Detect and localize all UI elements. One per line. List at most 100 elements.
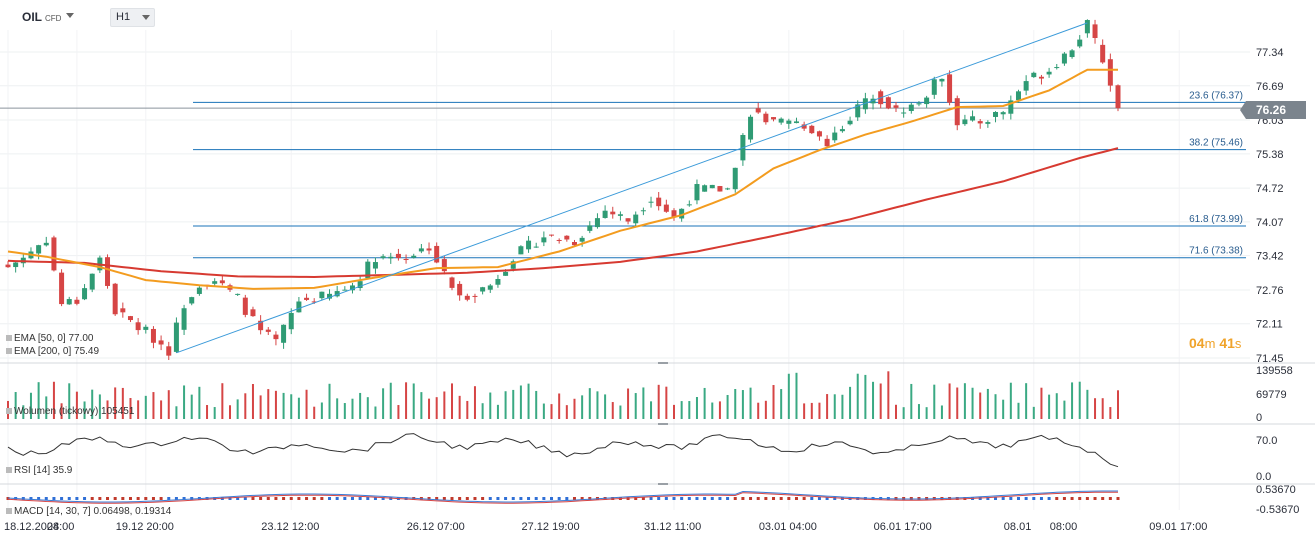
candle-body bbox=[36, 245, 42, 254]
macd-histogram-bar bbox=[442, 497, 446, 500]
volume-bar bbox=[420, 392, 423, 419]
macd-signal-line bbox=[7, 491, 1118, 504]
volume-bar bbox=[948, 383, 951, 419]
volume-bar bbox=[14, 392, 17, 419]
volume-bar bbox=[1055, 393, 1058, 419]
macd-histogram-bar bbox=[121, 497, 125, 500]
volume-bar bbox=[665, 386, 668, 419]
candle-body bbox=[510, 261, 516, 269]
macd-histogram-bar bbox=[136, 497, 140, 500]
volume-bar bbox=[826, 394, 829, 419]
candle-body bbox=[748, 116, 754, 140]
candle-body bbox=[5, 264, 11, 268]
volume-bar bbox=[895, 404, 897, 419]
macd-histogram-bar bbox=[527, 497, 531, 500]
volume-bar bbox=[565, 405, 568, 419]
ema200-legend[interactable]: EMA [200, 0] 75.49 bbox=[6, 346, 99, 357]
candle-body bbox=[273, 334, 279, 340]
candle-body bbox=[1023, 81, 1029, 91]
legend-settings-icon[interactable] bbox=[6, 467, 12, 474]
macd-histogram-bar bbox=[60, 497, 64, 500]
candle-body bbox=[571, 242, 577, 246]
candle-body bbox=[885, 97, 891, 109]
volume-bar bbox=[229, 405, 231, 419]
timeframe-chevron-down-icon bbox=[142, 15, 150, 20]
candle-body bbox=[135, 322, 141, 331]
macd-legend[interactable]: MACD [14, 30, 7] 0.06498, 0.19314 bbox=[6, 506, 171, 517]
volume-tick-label: 139558 bbox=[1256, 365, 1293, 377]
candle-body bbox=[633, 214, 639, 224]
candlestick-series bbox=[5, 19, 1121, 360]
volume-bar bbox=[764, 400, 767, 419]
symbol-selector[interactable]: OIL CFD bbox=[22, 10, 61, 24]
volume-bar bbox=[83, 401, 86, 419]
volume-bar bbox=[190, 394, 193, 419]
time-tick-label: 08.01 bbox=[1004, 521, 1032, 533]
macd-histogram-bar bbox=[312, 497, 316, 500]
volume-bar bbox=[152, 392, 155, 419]
candle-body bbox=[594, 218, 600, 228]
legend-settings-icon[interactable] bbox=[6, 508, 12, 515]
macd-histogram-bar bbox=[649, 497, 653, 500]
candle-body bbox=[717, 186, 723, 192]
candle-body bbox=[809, 125, 815, 134]
macd-label: MACD [14, 30, 7] 0.06498, 0.19314 bbox=[14, 506, 172, 517]
candle-body bbox=[962, 119, 968, 125]
ema50-legend[interactable]: EMA [50, 0] 77.00 bbox=[6, 333, 94, 344]
volume-bar bbox=[397, 405, 400, 419]
volume-bar bbox=[489, 392, 492, 419]
macd-histogram-bar bbox=[802, 497, 806, 500]
candle-body bbox=[288, 312, 294, 330]
volume-bar bbox=[183, 385, 186, 419]
candle-body bbox=[855, 104, 861, 118]
volume-legend[interactable]: Wolumen (tickowy) 105451 bbox=[6, 406, 134, 417]
rsi-tick-label: 0.0 bbox=[1256, 471, 1271, 483]
candle-body bbox=[66, 299, 72, 305]
macd-histogram-bar bbox=[687, 497, 691, 500]
symbol-chevron-down-icon[interactable] bbox=[66, 13, 74, 18]
macd-histogram-bar bbox=[588, 497, 592, 500]
volume-bar bbox=[1101, 398, 1104, 419]
candle-body bbox=[786, 120, 792, 124]
candle-body bbox=[1061, 53, 1067, 64]
volume-bar bbox=[29, 392, 32, 419]
volume-bar bbox=[343, 403, 346, 419]
candle-body bbox=[939, 78, 945, 82]
volume-bar bbox=[22, 405, 25, 419]
macd-histogram-bar bbox=[511, 497, 515, 500]
rsi-legend[interactable]: RSI [14] 35.9 bbox=[6, 465, 72, 476]
candle-body bbox=[158, 340, 164, 345]
volume-bar bbox=[52, 381, 55, 419]
macd-histogram-bar bbox=[572, 497, 576, 500]
macd-histogram-bar bbox=[266, 497, 270, 500]
timeframe-selector[interactable]: H1 bbox=[110, 8, 155, 27]
volume-bar bbox=[198, 386, 201, 419]
candle-body bbox=[441, 259, 447, 272]
candle-body bbox=[663, 204, 669, 212]
price-tick-label: 72.11 bbox=[1256, 319, 1283, 331]
time-tick-label: 06.01 17:00 bbox=[874, 521, 932, 533]
candle-body bbox=[212, 281, 218, 284]
candle-body bbox=[1038, 76, 1044, 79]
volume-bar bbox=[389, 382, 392, 419]
price-tick-label: 74.07 bbox=[1256, 217, 1284, 229]
candle-body bbox=[13, 262, 19, 268]
legend-settings-icon[interactable] bbox=[6, 348, 12, 355]
volume-bar bbox=[374, 406, 377, 419]
macd-histogram-bar bbox=[504, 497, 508, 500]
candle-body bbox=[1107, 59, 1113, 86]
volume-bar bbox=[435, 397, 438, 419]
candle-body bbox=[449, 277, 455, 288]
volume-bar bbox=[611, 402, 614, 419]
volume-bar bbox=[872, 381, 875, 419]
macd-histogram-bar bbox=[557, 497, 561, 500]
volume-bar bbox=[1078, 381, 1081, 419]
volume-bar bbox=[512, 389, 515, 419]
candle-body bbox=[388, 256, 394, 259]
legend-settings-icon[interactable] bbox=[6, 335, 12, 342]
legend-settings-icon[interactable] bbox=[6, 408, 12, 415]
candle-body bbox=[472, 295, 478, 297]
macd-histogram-bar bbox=[664, 497, 668, 500]
time-tick-label: 19.12 20:00 bbox=[116, 521, 174, 533]
